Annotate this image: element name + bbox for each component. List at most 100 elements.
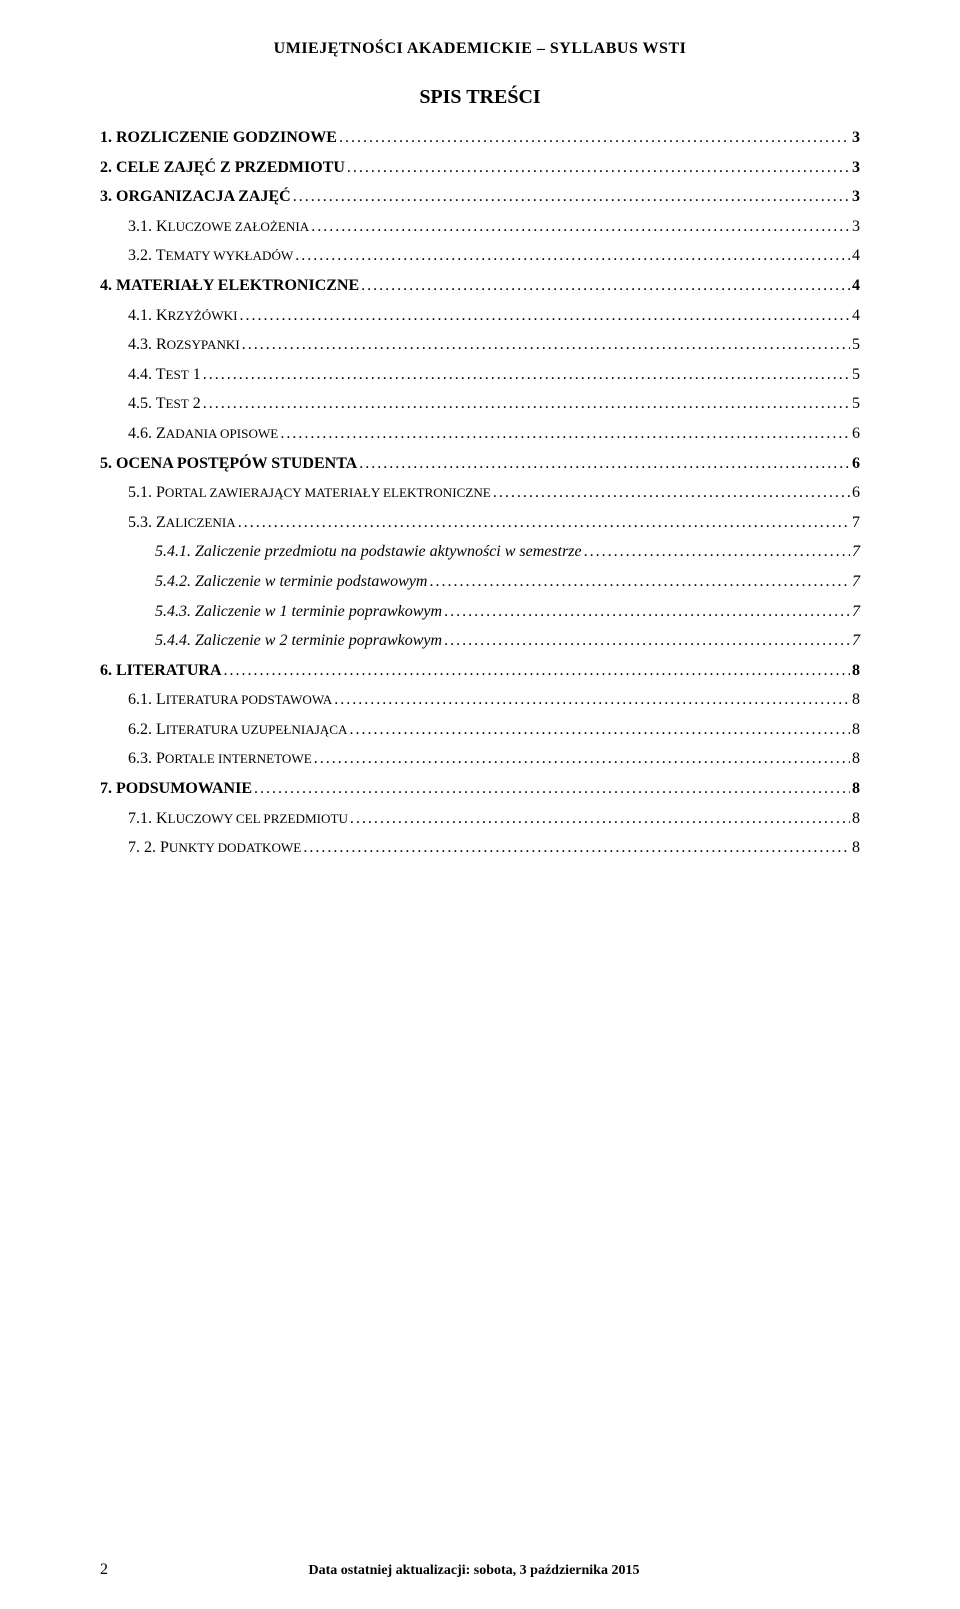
toc-entry-label: 4.3. ROZSYPANKI <box>128 332 240 358</box>
toc-entry-page: 8 <box>852 687 860 713</box>
toc-entry-label: 5.4.1. Zaliczenie przedmiotu na podstawi… <box>155 539 582 565</box>
toc-entry-label: 4.1. KRZYŻÓWKI <box>128 303 237 329</box>
toc-leader-dots <box>350 717 851 743</box>
toc-leader-dots <box>203 391 850 417</box>
toc-entry: 3. ORGANIZACJA ZAJĘĆ 3 <box>100 184 860 210</box>
footer-update-date: Data ostatniej aktualizacji: sobota, 3 p… <box>108 1563 840 1579</box>
toc-entry-page: 8 <box>852 835 860 861</box>
toc-entry-page: 3 <box>852 214 860 240</box>
toc-entry: 5.4.3. Zaliczenie w 1 terminie poprawkow… <box>100 599 860 625</box>
toc-entry-label: 3.1. KLUCZOWE ZAŁOŻENIA <box>128 214 309 240</box>
toc-leader-dots <box>254 776 850 802</box>
toc-entry: 4.4. TEST 1 5 <box>100 362 860 388</box>
toc-entry-label: 3.2. TEMATY WYKŁADÓW <box>128 243 293 269</box>
table-of-contents: 1. ROZLICZENIE GODZINOWE32. CELE ZAJĘĆ Z… <box>100 125 860 861</box>
toc-entry-label: 7. 2. PUNKTY DODATKOWE <box>128 835 301 861</box>
toc-entry-label: 5.4.2. Zaliczenie w terminie podstawowym <box>155 569 427 595</box>
toc-entry: 7. PODSUMOWANIE 8 <box>100 776 860 802</box>
toc-leader-dots <box>334 687 850 713</box>
toc-entry: 4.5. TEST 2 5 <box>100 391 860 417</box>
toc-leader-dots <box>584 539 850 565</box>
toc-entry: 3.1. KLUCZOWE ZAŁOŻENIA 3 <box>100 214 860 240</box>
toc-leader-dots <box>314 746 850 772</box>
toc-entry-page: 7 <box>852 539 860 565</box>
toc-entry-label: 6.2. LITERATURA UZUPEŁNIAJĄCA <box>128 717 348 743</box>
toc-entry-label: 3. ORGANIZACJA ZAJĘĆ <box>100 184 291 210</box>
toc-entry-page: 4 <box>852 243 860 269</box>
toc-leader-dots <box>361 273 850 299</box>
toc-entry-page: 8 <box>852 717 860 743</box>
toc-entry: 6. LITERATURA 8 <box>100 658 860 684</box>
toc-entry: 5. OCENA POSTĘPÓW STUDENTA 6 <box>100 451 860 477</box>
toc-entry-page: 8 <box>852 776 860 802</box>
toc-leader-dots <box>350 806 850 832</box>
toc-entry: 4.1. KRZYŻÓWKI 4 <box>100 303 860 329</box>
toc-entry-label: 5.1. PORTAL ZAWIERAJĄCY MATERIAŁY ELEKTR… <box>128 480 491 506</box>
toc-leader-dots <box>239 303 850 329</box>
toc-entry-label: 5.3. ZALICZENIA <box>128 510 236 536</box>
toc-entry: 6.3. PORTALE INTERNETOWE 8 <box>100 746 860 772</box>
toc-leader-dots <box>224 658 851 684</box>
toc-entry: 3.2. TEMATY WYKŁADÓW 4 <box>100 243 860 269</box>
toc-entry-label: 4. MATERIAŁY ELEKTRONICZNE <box>100 273 359 299</box>
toc-leader-dots <box>280 421 850 447</box>
toc-leader-dots <box>444 599 850 625</box>
toc-entry-label: 5.4.3. Zaliczenie w 1 terminie poprawkow… <box>155 599 442 625</box>
toc-entry-page: 5 <box>852 362 860 388</box>
toc-entry-page: 4 <box>852 273 860 299</box>
toc-entry-page: 7 <box>852 628 860 654</box>
toc-entry-page: 8 <box>852 658 860 684</box>
toc-entry: 2. CELE ZAJĘĆ Z PRZEDMIOTU 3 <box>100 155 860 181</box>
toc-entry-page: 3 <box>852 184 860 210</box>
document-header: UMIEJĘTNOŚCI AKADEMICKIE – SYLLABUS WSTI <box>100 40 860 58</box>
toc-entry-page: 7 <box>852 569 860 595</box>
toc-entry: 4.6. ZADANIA OPISOWE 6 <box>100 421 860 447</box>
toc-entry-label: 7. PODSUMOWANIE <box>100 776 252 802</box>
toc-entry: 5.4.2. Zaliczenie w terminie podstawowym… <box>100 569 860 595</box>
toc-leader-dots <box>359 451 850 477</box>
toc-entry-page: 3 <box>852 155 860 181</box>
toc-entry: 4. MATERIAŁY ELEKTRONICZNE 4 <box>100 273 860 299</box>
toc-entry: 5.3. ZALICZENIA 7 <box>100 510 860 536</box>
toc-leader-dots <box>242 332 850 358</box>
toc-entry-label: 4.6. ZADANIA OPISOWE <box>128 421 278 447</box>
toc-entry-label: 6.3. PORTALE INTERNETOWE <box>128 746 312 772</box>
toc-entry: 7. 2. PUNKTY DODATKOWE 8 <box>100 835 860 861</box>
toc-leader-dots <box>429 569 850 595</box>
toc-entry-label: 7.1. KLUCZOWY CEL PRZEDMIOTU <box>128 806 348 832</box>
toc-entry: 5.4.4. Zaliczenie w 2 terminie poprawkow… <box>100 628 860 654</box>
toc-entry-page: 5 <box>852 391 860 417</box>
page-number: 2 <box>100 1561 108 1579</box>
toc-entry-page: 8 <box>852 746 860 772</box>
toc-entry-label: 2. CELE ZAJĘĆ Z PRZEDMIOTU <box>100 155 345 181</box>
toc-entry-label: 5.4.4. Zaliczenie w 2 terminie poprawkow… <box>155 628 442 654</box>
toc-entry-label: 6. LITERATURA <box>100 658 222 684</box>
toc-leader-dots <box>339 125 850 151</box>
toc-leader-dots <box>203 362 850 388</box>
toc-entry-page: 8 <box>852 806 860 832</box>
toc-entry-page: 7 <box>852 599 860 625</box>
toc-entry: 7.1. KLUCZOWY CEL PRZEDMIOTU 8 <box>100 806 860 832</box>
toc-leader-dots <box>295 243 850 269</box>
toc-entry-page: 4 <box>852 303 860 329</box>
toc-entry-page: 6 <box>852 421 860 447</box>
toc-entry-page: 3 <box>852 125 860 151</box>
toc-entry-label: 4.5. TEST 2 <box>128 391 201 417</box>
toc-entry: 6.1. LITERATURA PODSTAWOWA 8 <box>100 687 860 713</box>
toc-entry-label: 1. ROZLICZENIE GODZINOWE <box>100 125 337 151</box>
toc-leader-dots <box>303 835 850 861</box>
toc-entry-label: 5. OCENA POSTĘPÓW STUDENTA <box>100 451 357 477</box>
toc-entry-page: 6 <box>852 451 860 477</box>
toc-entry-label: 6.1. LITERATURA PODSTAWOWA <box>128 687 332 713</box>
toc-entry: 5.4.1. Zaliczenie przedmiotu na podstawi… <box>100 539 860 565</box>
toc-entry: 1. ROZLICZENIE GODZINOWE 3 <box>100 125 860 151</box>
toc-leader-dots <box>293 184 850 210</box>
toc-entry: 4.3. ROZSYPANKI 5 <box>100 332 860 358</box>
toc-leader-dots <box>444 628 850 654</box>
toc-entry-page: 5 <box>852 332 860 358</box>
page-footer: 2 Data ostatniej aktualizacji: sobota, 3… <box>100 1561 860 1579</box>
toc-leader-dots <box>238 510 850 536</box>
toc-entry-page: 7 <box>852 510 860 536</box>
toc-entry: 5.1. PORTAL ZAWIERAJĄCY MATERIAŁY ELEKTR… <box>100 480 860 506</box>
toc-entry-label: 4.4. TEST 1 <box>128 362 201 388</box>
